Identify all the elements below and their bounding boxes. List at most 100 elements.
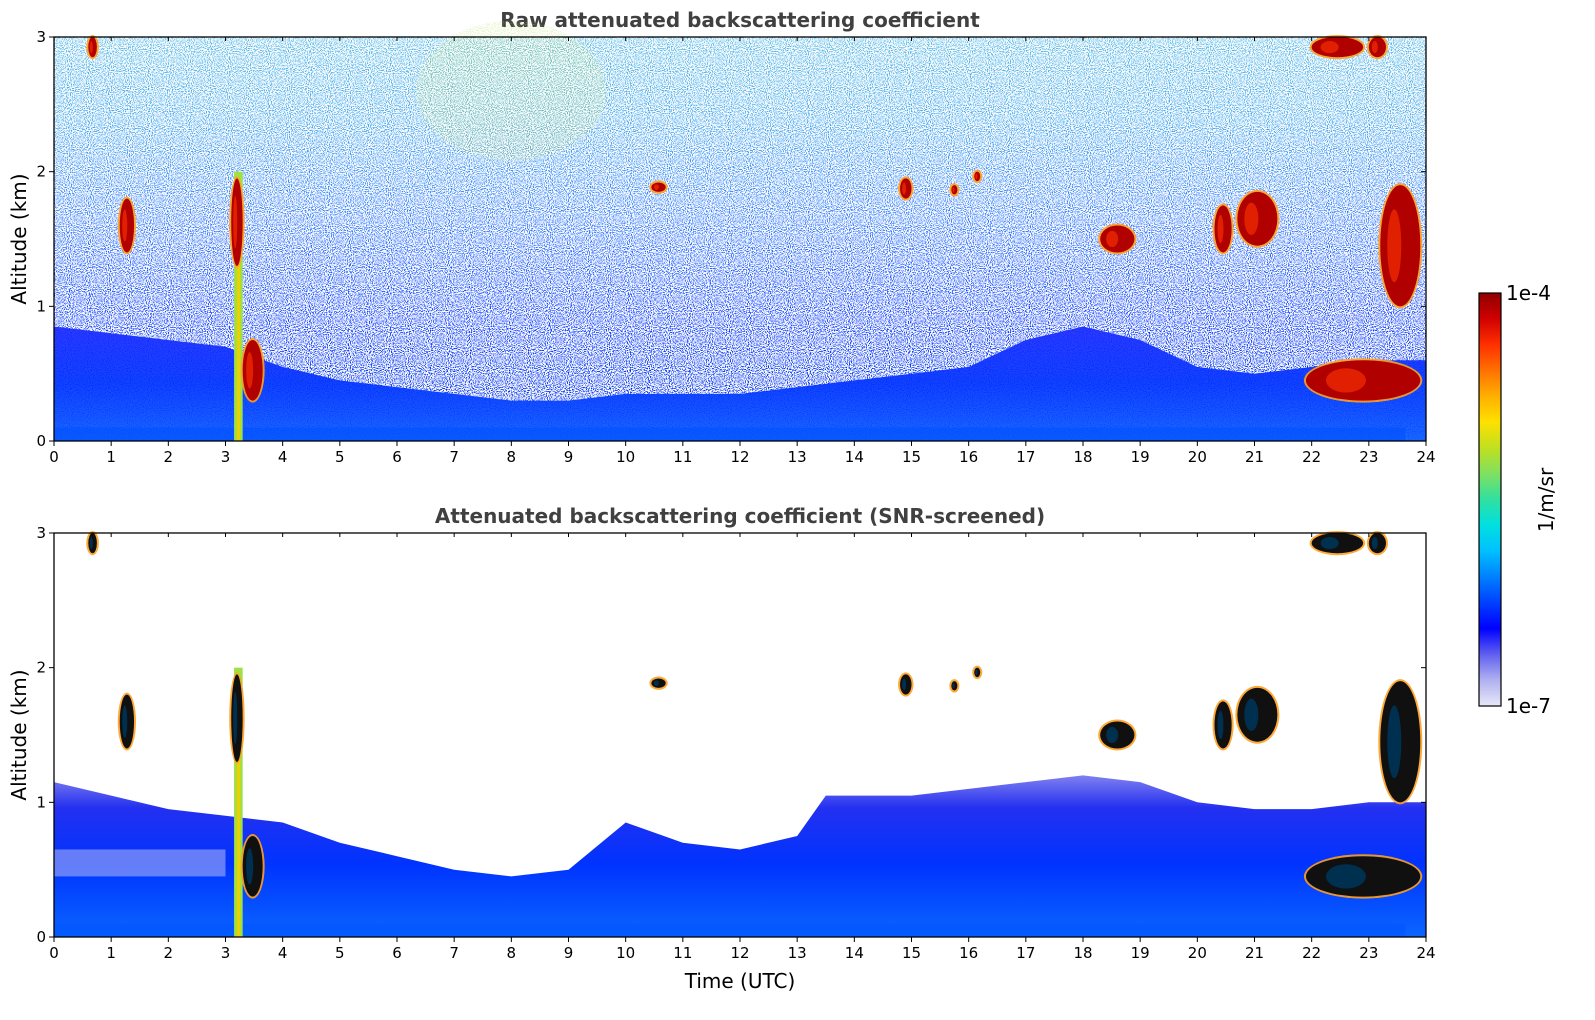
panel-1-title: Raw attenuated backscattering coefficien… xyxy=(500,8,980,32)
x-tick-label: 0 xyxy=(49,448,59,466)
panel-1-cloud-core xyxy=(1325,368,1366,393)
x-tick-label: 15 xyxy=(902,448,921,466)
x-tick-label: 23 xyxy=(1359,448,1378,466)
x-tick-label: 21 xyxy=(1245,448,1264,466)
x-tick-label: 14 xyxy=(845,944,864,962)
panel-1-x-axis: 0 1 2 3 4 5 6 7 8 9 10 11 12 13 14 15 16 17 18 19 20 21 22 23 24 xyxy=(49,37,1436,466)
panel-1-cloud-core xyxy=(1217,214,1224,244)
x-tick-label: 8 xyxy=(507,944,517,962)
x-tick-label: 14 xyxy=(845,448,864,466)
x-tick-label: 24 xyxy=(1416,448,1435,466)
panel-1-cloud-core xyxy=(1387,209,1402,283)
x-tick-label: 6 xyxy=(392,944,402,962)
y-tick-label: 3 xyxy=(36,28,46,46)
x-tick-label: 3 xyxy=(221,448,231,466)
x-tick-label: 17 xyxy=(1016,944,1035,962)
panel-1-cloud-core xyxy=(89,41,93,54)
x-tick-label: 6 xyxy=(392,448,402,466)
panel-1-cloud-core xyxy=(902,182,907,195)
panel-1-plot-area xyxy=(54,20,1426,441)
x-tick-label: 13 xyxy=(788,944,807,962)
colorbar: 1e-4 1e-7 1/m/sr xyxy=(1478,281,1558,718)
panel-2-plot-area xyxy=(54,531,1426,937)
panel-1-boundary-layer xyxy=(54,326,1426,441)
y-tick-label: 1 xyxy=(36,297,46,315)
panel-2-cloud-core xyxy=(1371,537,1378,550)
x-tick-label: 2 xyxy=(164,448,174,466)
panel-1-cloud-core xyxy=(122,209,128,242)
panel-2-cloud-core xyxy=(122,705,128,738)
x-tick-label: 4 xyxy=(278,448,288,466)
panel-1-precip-core xyxy=(237,252,241,441)
x-tick-label: 22 xyxy=(1302,944,1321,962)
panel-2-cloud-core xyxy=(1325,864,1366,889)
x-tick-label: 5 xyxy=(335,448,345,466)
panel-2-cloud-core xyxy=(975,669,978,676)
panel-2-cloud-core xyxy=(89,537,93,550)
y-tick-label: 0 xyxy=(36,928,46,946)
panel-2-cloud-core xyxy=(1244,698,1259,731)
x-tick-label: 9 xyxy=(564,944,574,962)
panel-1-cloud-core xyxy=(653,184,659,190)
x-tick-label: 18 xyxy=(1073,448,1092,466)
panel-2-cloud-core xyxy=(653,680,659,686)
x-tick-label: 2 xyxy=(164,944,174,962)
panel-1-cloud-core xyxy=(1320,41,1339,54)
panel-2-cloud-core xyxy=(1387,705,1402,779)
panel-1-cloud-core xyxy=(233,195,238,249)
panel-2-title: Attenuated backscattering coefficient (S… xyxy=(435,504,1045,528)
panel-2-aerosol-band xyxy=(54,849,226,877)
x-tick-label: 23 xyxy=(1359,944,1378,962)
x-tick-label: 10 xyxy=(616,944,635,962)
x-tick-label: 7 xyxy=(449,448,459,466)
panel-2-cloud-core xyxy=(1320,537,1339,550)
x-tick-label: 4 xyxy=(278,944,288,962)
panel-2-x-axis: 0 1 2 3 4 5 6 7 8 9 10 11 12 13 14 15 16 17 18 19 20 21 22 23 24 xyxy=(49,533,1436,962)
x-tick-label: 21 xyxy=(1245,944,1264,962)
x-tick-label: 0 xyxy=(49,944,59,962)
panel-2-xlabel: Time (UTC) xyxy=(684,969,796,993)
x-tick-label: 10 xyxy=(616,448,635,466)
x-tick-label: 12 xyxy=(730,944,749,962)
x-tick-label: 1 xyxy=(106,448,116,466)
panel-1-cloud-core xyxy=(246,352,254,389)
x-tick-label: 16 xyxy=(959,944,978,962)
x-tick-label: 13 xyxy=(788,448,807,466)
colorbar-max-label: 1e-4 xyxy=(1506,281,1551,305)
panel-screened: Attenuated backscattering coefficient (S… xyxy=(7,504,1436,993)
x-tick-label: 1 xyxy=(106,944,116,962)
panel-1-daytime-haze xyxy=(416,20,607,161)
y-tick-label: 3 xyxy=(36,524,46,542)
x-tick-label: 11 xyxy=(673,944,692,962)
panel-1-y-axis: 0 1 2 3 xyxy=(36,28,1426,450)
panel-2-cloud-core xyxy=(1106,726,1119,744)
x-tick-label: 9 xyxy=(564,448,574,466)
x-tick-label: 3 xyxy=(221,944,231,962)
x-tick-label: 19 xyxy=(1131,944,1150,962)
y-tick-label: 0 xyxy=(36,432,46,450)
panel-2-y-axis: 0 1 2 3 xyxy=(36,524,1426,946)
x-tick-label: 17 xyxy=(1016,448,1035,466)
panel-2-aerosol-layer xyxy=(54,775,1426,937)
panel-1-cloud-core xyxy=(952,187,955,193)
x-tick-label: 19 xyxy=(1131,448,1150,466)
panel-2-surface-layer xyxy=(54,923,1406,937)
panel-1-cloud-core xyxy=(1106,230,1119,248)
panel-2-cloud-core xyxy=(233,691,238,745)
x-tick-label: 20 xyxy=(1188,944,1207,962)
y-tick-label: 1 xyxy=(36,793,46,811)
x-tick-label: 5 xyxy=(335,944,345,962)
panel-1-cloud-core xyxy=(1244,202,1259,235)
x-tick-label: 24 xyxy=(1416,944,1435,962)
colorbar-gradient xyxy=(1478,292,1502,707)
x-tick-label: 16 xyxy=(959,448,978,466)
panel-2-cloud-core xyxy=(246,848,254,885)
panel-1-surface-layer xyxy=(54,427,1406,441)
x-tick-label: 15 xyxy=(902,944,921,962)
y-tick-label: 2 xyxy=(36,659,46,677)
y-tick-label: 2 xyxy=(36,163,46,181)
panel-1-ylabel: Altitude (km) xyxy=(7,173,31,304)
panel-raw: Raw attenuated backscattering coefficien… xyxy=(7,8,1436,466)
panel-1-cloud-core xyxy=(975,173,978,180)
